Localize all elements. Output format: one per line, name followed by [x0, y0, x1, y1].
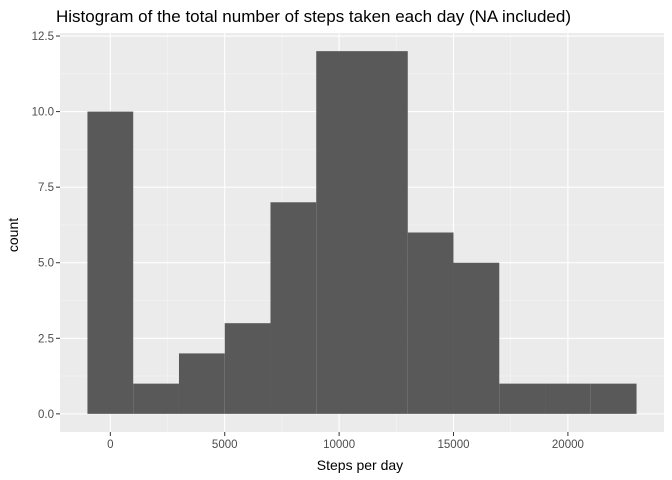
x-axis-title: Steps per day	[317, 457, 403, 473]
histogram-bar	[499, 383, 546, 414]
histogram-bar	[407, 232, 454, 414]
histogram-bar	[545, 383, 591, 414]
y-axis-title: count	[5, 218, 21, 252]
histogram-bar	[316, 51, 362, 414]
y-tick-label: 10.0	[32, 107, 54, 119]
x-tick-label: 10000	[323, 439, 355, 451]
y-tick-label: 5.0	[38, 258, 54, 270]
histogram-bars	[87, 51, 637, 414]
x-tick-label: 0	[107, 439, 113, 451]
chart-title: Histogram of the total number of steps t…	[56, 7, 571, 26]
x-tick-label: 15000	[438, 439, 470, 451]
y-tick-label: 2.5	[38, 333, 54, 345]
x-axis: 0 5000 10000 15000 20000	[107, 432, 584, 451]
histogram-bar	[270, 202, 317, 414]
histogram-bar	[87, 111, 134, 414]
histogram-bar	[453, 262, 500, 414]
histogram-bar	[224, 323, 271, 414]
y-tick-label: 7.5	[38, 182, 54, 194]
x-tick-label: 20000	[552, 439, 584, 451]
y-tick-label: 12.5	[32, 31, 54, 43]
y-tick-label: 0.0	[38, 409, 54, 421]
histogram-bar	[590, 383, 637, 414]
x-tick-label: 5000	[212, 439, 238, 451]
histogram-bar	[178, 353, 225, 414]
y-axis: 0.0 2.5 5.0 7.5 10.0 12.5	[32, 31, 60, 421]
histogram-bar	[362, 51, 408, 414]
histogram-bar	[133, 383, 179, 414]
